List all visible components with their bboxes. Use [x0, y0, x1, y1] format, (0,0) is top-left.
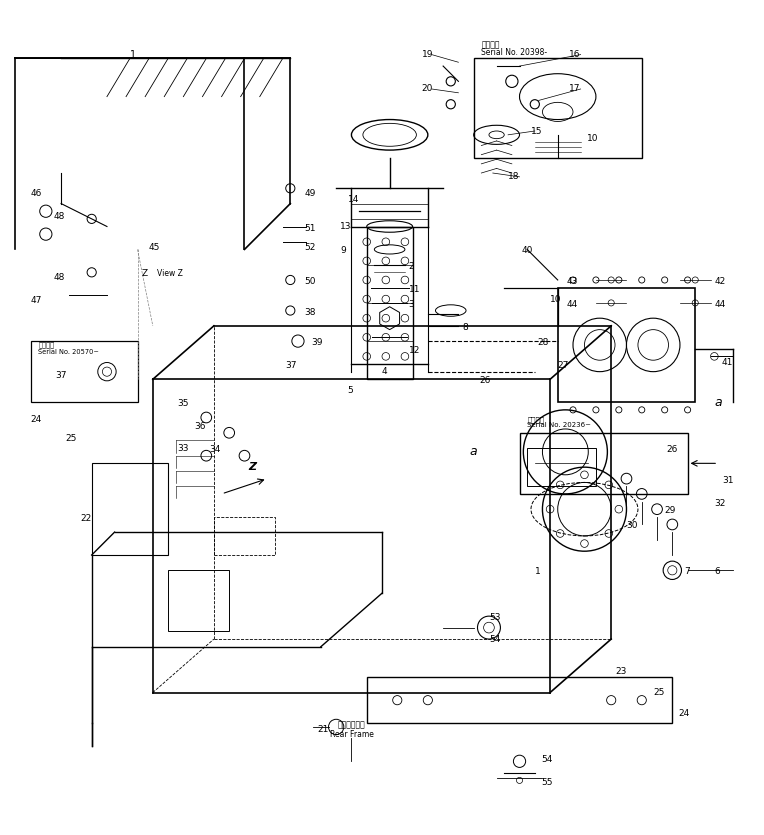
Text: Serial No. 20398-: Serial No. 20398- — [481, 48, 548, 57]
Bar — [367, 226, 413, 379]
Text: Z: Z — [141, 270, 147, 278]
Bar — [558, 287, 695, 402]
Text: 26: 26 — [480, 377, 491, 385]
Text: 8: 8 — [462, 323, 468, 331]
Text: 53: 53 — [489, 613, 500, 622]
Text: Serial No. 20236~: Serial No. 20236~ — [527, 423, 591, 428]
Text: 17: 17 — [569, 84, 581, 94]
Text: 適用号機: 適用号機 — [481, 40, 500, 49]
Text: 19: 19 — [422, 50, 433, 59]
Text: 36: 36 — [194, 423, 206, 431]
Text: 12: 12 — [409, 346, 420, 355]
Text: 55: 55 — [541, 778, 552, 787]
Text: 33: 33 — [177, 443, 189, 453]
Text: Rear Frame: Rear Frame — [329, 730, 374, 739]
Text: 4: 4 — [382, 367, 387, 376]
Text: 43: 43 — [567, 277, 578, 286]
Text: 22: 22 — [80, 514, 92, 523]
Bar — [474, 58, 642, 158]
Text: 34: 34 — [209, 445, 221, 454]
Text: 10: 10 — [550, 295, 562, 304]
Text: 28: 28 — [537, 338, 549, 347]
Text: 1: 1 — [535, 567, 541, 576]
Text: 6: 6 — [714, 567, 720, 576]
Bar — [168, 570, 229, 631]
Text: Serial No. 20570~: Serial No. 20570~ — [38, 349, 99, 355]
Text: 52: 52 — [304, 243, 316, 251]
Text: a: a — [714, 396, 722, 408]
Text: 37: 37 — [285, 361, 296, 370]
Bar — [31, 342, 138, 402]
Text: 3: 3 — [409, 300, 415, 309]
Text: 31: 31 — [722, 476, 733, 484]
Text: 35: 35 — [177, 399, 189, 408]
Text: 47: 47 — [31, 296, 42, 305]
Bar — [527, 448, 596, 486]
Bar — [92, 463, 168, 555]
Text: 適用号機: 適用号機 — [38, 342, 54, 348]
Bar — [520, 433, 688, 493]
Text: 5: 5 — [348, 387, 354, 395]
Text: 14: 14 — [348, 195, 359, 205]
Text: 10: 10 — [587, 134, 598, 143]
Text: 11: 11 — [409, 285, 420, 294]
Text: 25: 25 — [65, 433, 76, 443]
Text: 44: 44 — [567, 300, 578, 309]
Text: 30: 30 — [626, 522, 638, 530]
Text: 24: 24 — [678, 710, 690, 718]
Text: リアフレーム: リアフレーム — [338, 720, 365, 729]
Text: a: a — [470, 445, 478, 458]
Text: 38: 38 — [304, 307, 316, 316]
Text: 46: 46 — [31, 190, 42, 198]
Text: 7: 7 — [684, 567, 690, 576]
Text: 40: 40 — [522, 246, 533, 256]
Text: 26: 26 — [666, 445, 678, 454]
Text: 48: 48 — [53, 273, 65, 282]
Text: 49: 49 — [304, 190, 316, 198]
Text: 16: 16 — [569, 50, 581, 59]
Text: 2: 2 — [409, 261, 414, 271]
Text: 1: 1 — [130, 49, 136, 59]
Text: 32: 32 — [714, 498, 726, 508]
Text: 9: 9 — [340, 246, 346, 256]
Text: 24: 24 — [31, 414, 42, 423]
Bar — [214, 517, 275, 555]
Text: 29: 29 — [665, 506, 676, 515]
Text: 適用号機: 適用号機 — [527, 417, 544, 423]
Text: 54: 54 — [489, 635, 500, 644]
Text: 50: 50 — [304, 277, 316, 286]
Text: 13: 13 — [340, 222, 351, 231]
Text: 20: 20 — [422, 84, 433, 94]
Text: 15: 15 — [531, 126, 542, 135]
Text: 25: 25 — [653, 688, 665, 697]
Text: 48: 48 — [53, 212, 65, 221]
Text: 37: 37 — [55, 371, 66, 380]
Text: View Z: View Z — [157, 270, 183, 278]
Text: 41: 41 — [722, 358, 733, 367]
Text: Z: Z — [248, 462, 256, 472]
Text: 44: 44 — [714, 300, 726, 309]
Text: 42: 42 — [714, 277, 726, 286]
Text: 45: 45 — [149, 243, 160, 251]
Text: 21: 21 — [317, 725, 329, 734]
Text: 54: 54 — [541, 756, 552, 764]
Text: 23: 23 — [615, 666, 626, 676]
Bar — [367, 677, 672, 723]
Text: 51: 51 — [304, 224, 316, 232]
Text: 27: 27 — [558, 361, 569, 370]
Text: 18: 18 — [508, 172, 520, 181]
Text: 39: 39 — [312, 338, 323, 347]
